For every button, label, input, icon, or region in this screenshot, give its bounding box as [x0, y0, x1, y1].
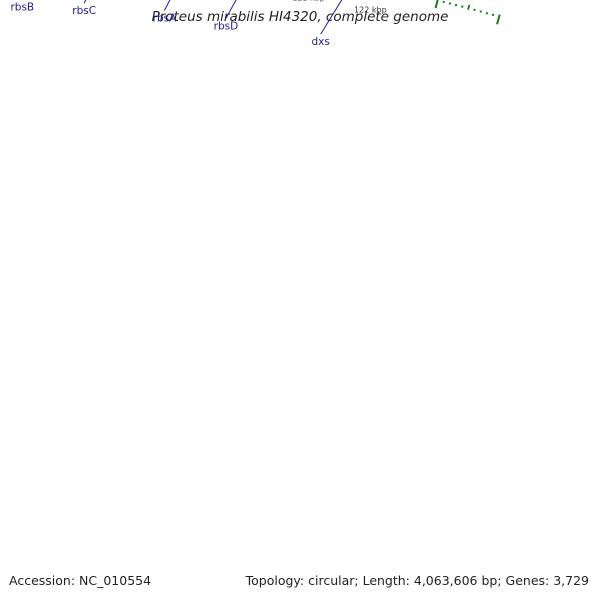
- inner-minor-tick: [479, 10, 482, 13]
- gene-label-rbsC: rbsC: [72, 5, 96, 17]
- inner-minor-tick: [442, 0, 445, 3]
- gene-label-dxs: dxs: [312, 36, 330, 48]
- gene-labels: PMI0087rbsRrbsKrbsBrbsCrbsArbsDdxs: [10, 0, 343, 48]
- inner-minor-tick: [473, 8, 476, 11]
- accession-text: Accession: NC_010554: [9, 573, 152, 588]
- gene-label-rbsA: rbsA: [153, 12, 177, 24]
- inner-minor-tick: [448, 2, 451, 5]
- scale-label-121: 121 kbp: [292, 0, 325, 2]
- scale-labels: 114 kbp115 kbp116 kbp117 kbp118 kbp119 k…: [292, 0, 387, 15]
- gene-label-rbsB: rbsB: [10, 2, 34, 14]
- inner-minor-tick: [455, 4, 458, 7]
- inner-minor-tick: [492, 13, 495, 16]
- gene-leader-rbsD: [225, 0, 237, 19]
- inner-mid-tick: [467, 4, 471, 10]
- tick-marks: [434, 0, 501, 25]
- gene-leader-rbsC: [83, 0, 87, 4]
- topology-text: Topology: circular; Length: 4,063,606 bp…: [245, 573, 589, 588]
- inner-minor-tick: [461, 5, 464, 8]
- inner-major-tick: [434, 0, 439, 9]
- genome-title: Proteus mirabilis HI4320, complete genom…: [151, 9, 449, 25]
- scale-label-122: 122 kbp: [354, 6, 387, 15]
- gene-label-rbsD: rbsD: [214, 20, 239, 32]
- gene-leader-rbsA: [164, 0, 171, 11]
- inner-minor-tick: [485, 12, 488, 15]
- inner-major-tick: [496, 14, 501, 25]
- gene-leader-dxs: [320, 0, 343, 35]
